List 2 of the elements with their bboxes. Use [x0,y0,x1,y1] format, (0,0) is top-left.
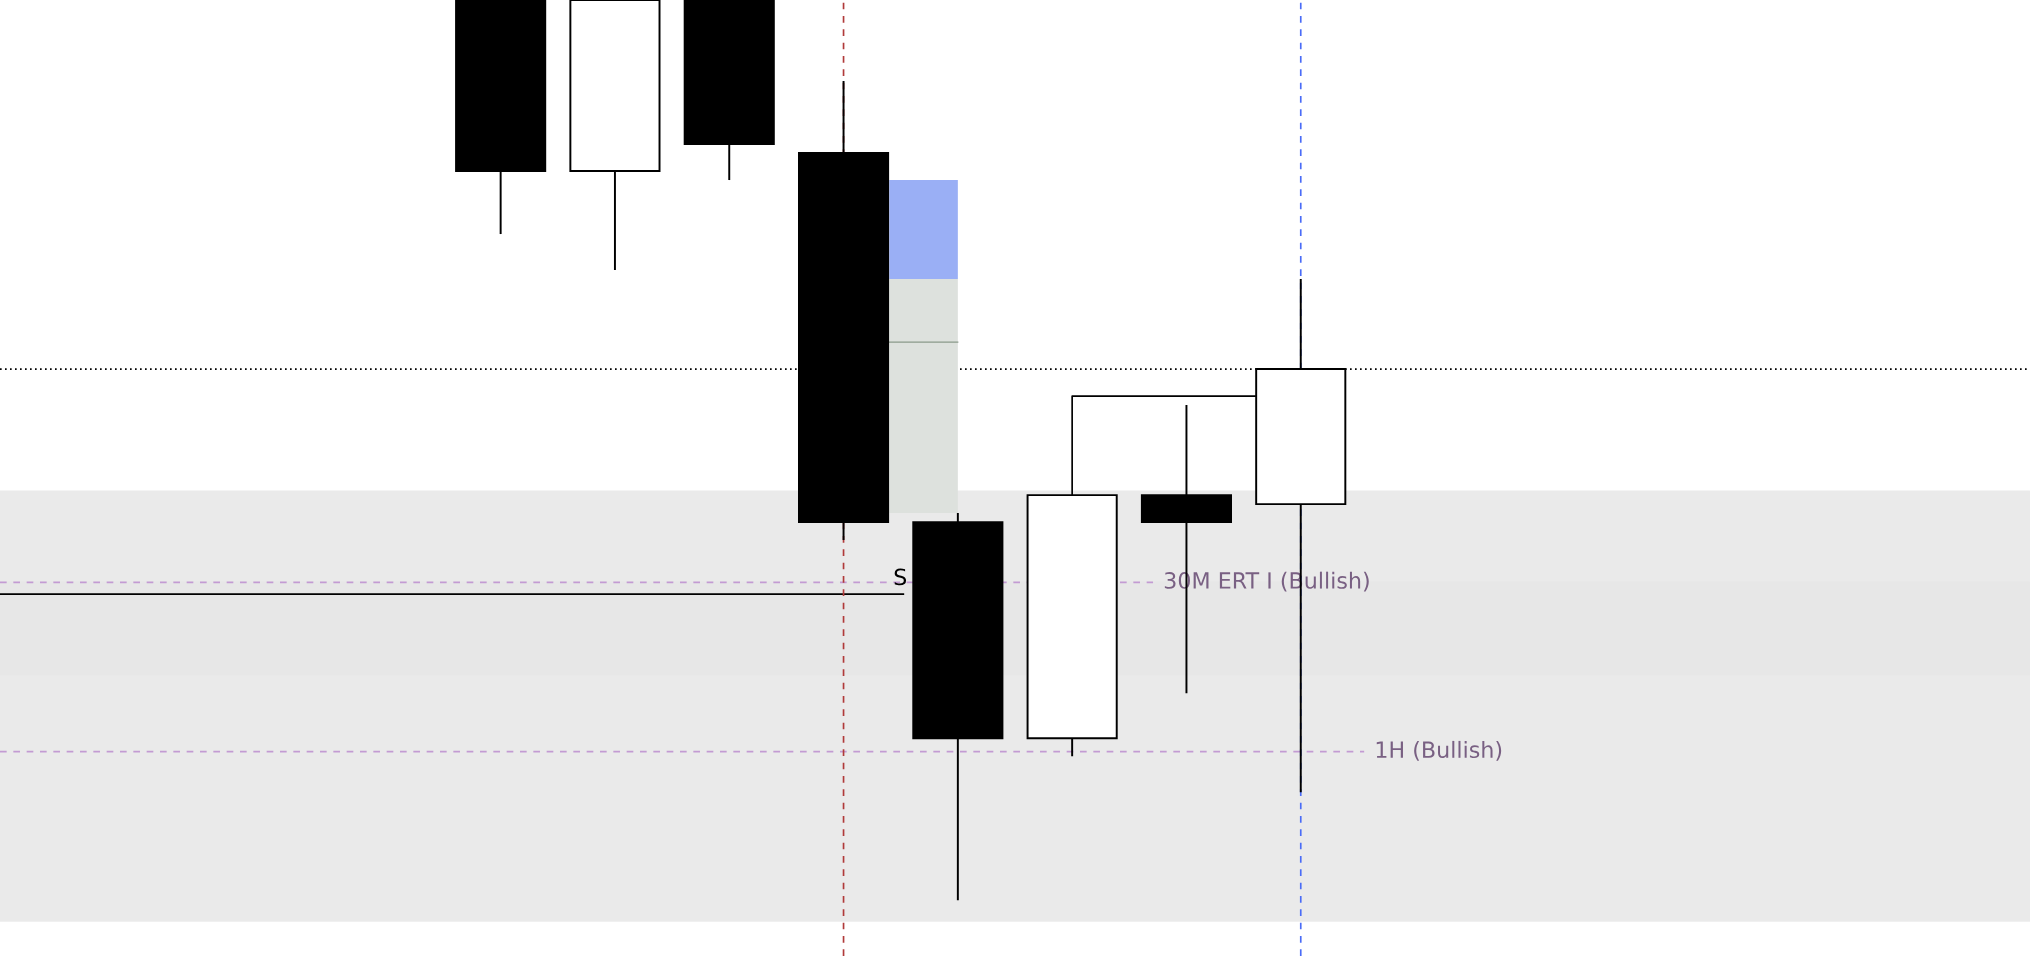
ref-line-label: S [894,568,907,586]
ref-line-label: 1H (Bullish) [1376,740,1502,761]
